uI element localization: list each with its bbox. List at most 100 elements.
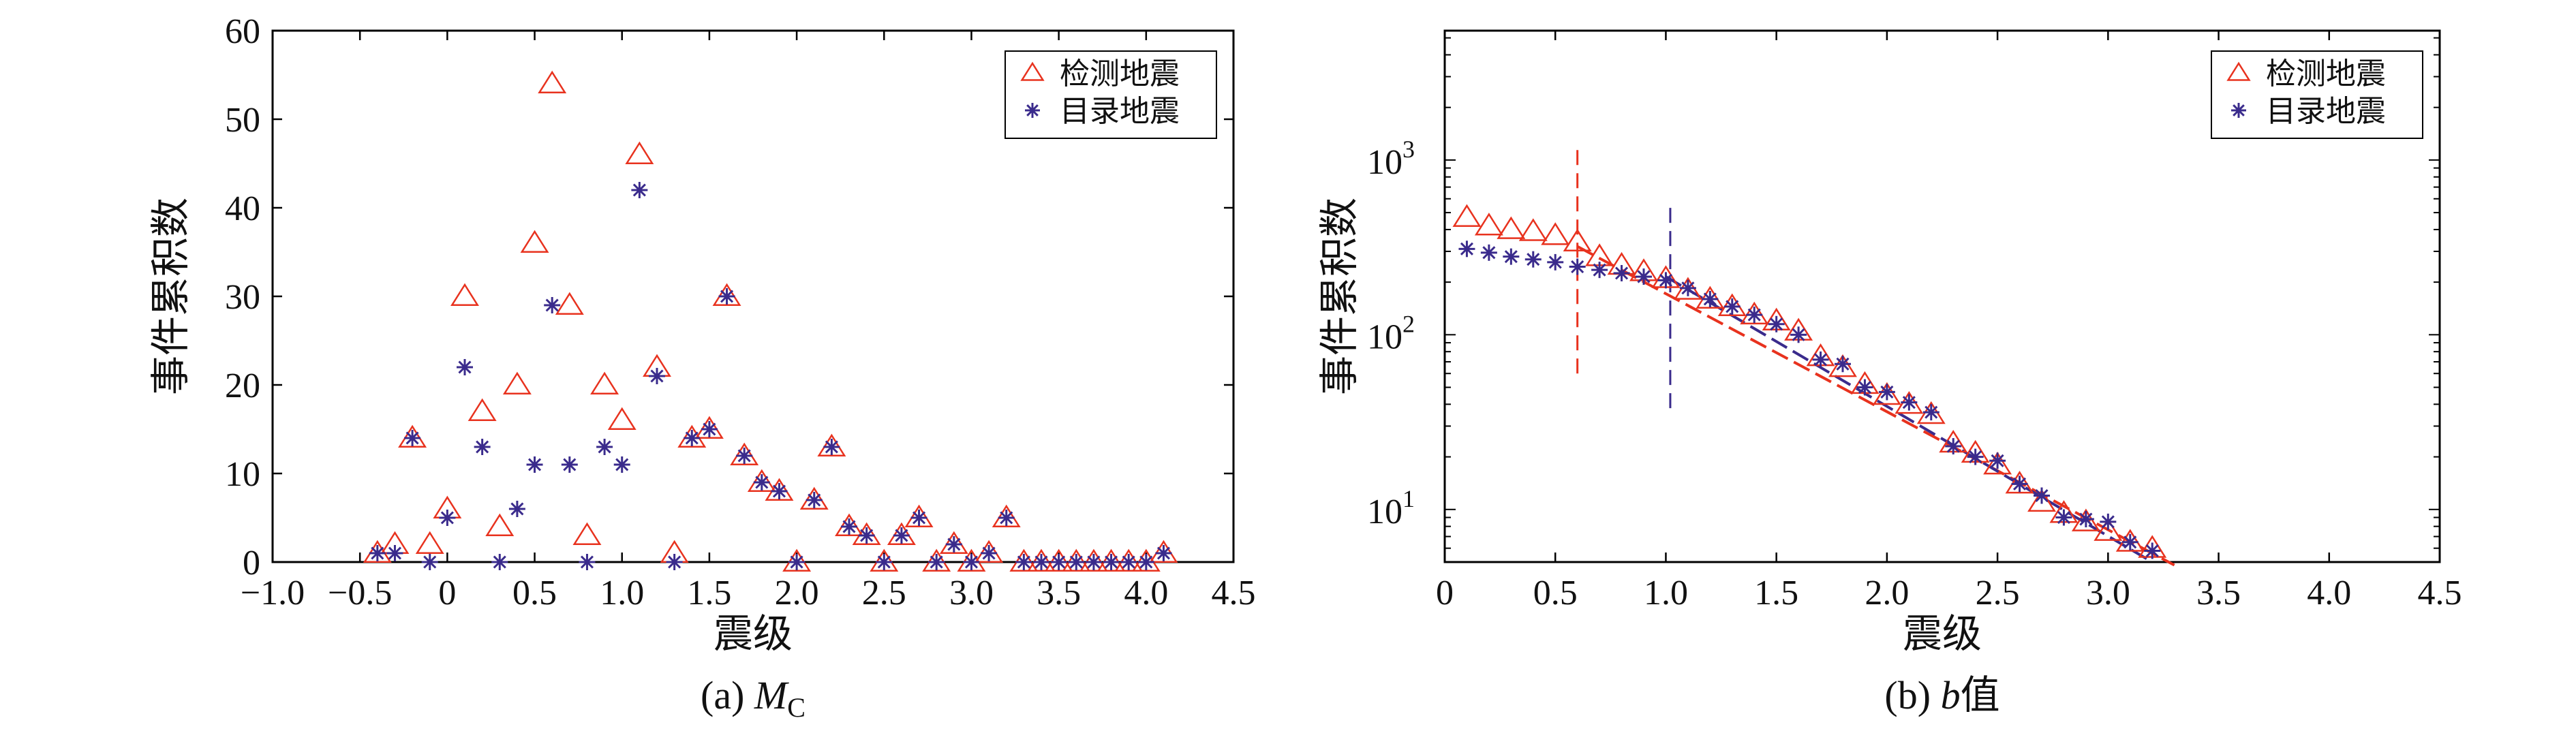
panel-b-catalog-point (1989, 452, 2006, 469)
panel-a-catalog-point (474, 439, 491, 455)
panel-a-detected-point (1062, 548, 1091, 572)
panel-a-caption-sub: C (787, 692, 806, 723)
panel-b-catalog-point (1967, 448, 1984, 465)
panel-a-catalog-point (981, 545, 998, 561)
panel-a-detected-point (852, 522, 881, 545)
panel-b-catalog-point (1636, 268, 1652, 285)
panel-a-ytick-label: 20 (225, 367, 260, 405)
panel-a-detected-point (747, 469, 776, 492)
panel-b-caption-suffix: 值 (1961, 673, 2000, 717)
panel-a-catalog-point (684, 430, 701, 446)
panel-b-legend-asterisk-icon (2231, 103, 2246, 118)
panel-b-xtick-label: 3.0 (2086, 574, 2130, 612)
panel-a-detected-point (1114, 548, 1144, 572)
panel-b-catalog-point (1812, 351, 1829, 368)
panel-a-legend-detected: 检测地震 (1060, 57, 1180, 91)
panel-a-xtick-label: −1.0 (241, 574, 305, 612)
panel-b-catalog-point (1901, 394, 1918, 411)
panel-a-catalog-point (439, 510, 456, 526)
panel-a-ytick-label: 0 (243, 544, 260, 582)
panel-a-detected-point (467, 398, 497, 421)
panel-b-detected-point (2071, 508, 2100, 531)
panel-b-catalog-point (1569, 258, 1586, 275)
panel-a-catalog-point (386, 545, 403, 561)
panel-b-ytick-exp: 3 (1402, 136, 1415, 163)
panel-a-catalog-point (736, 448, 753, 464)
panel-a-catalog-point (457, 359, 473, 375)
panel-b-ytick-label: 102 (1367, 310, 1415, 356)
panel-a-legend-asterisk (1025, 103, 1040, 118)
panel-b-catalog-point (2121, 533, 2138, 550)
panel-b-ytick-base: 10 (1367, 493, 1402, 531)
panel-b-catalog-point (1524, 251, 1542, 268)
panel-b-xtick-label: 0 (1436, 574, 1454, 612)
panel-a-detected-point (1027, 548, 1056, 572)
panel-a-detected-point (572, 522, 602, 545)
panel-b-detected-point (1452, 204, 1482, 227)
panel-a-catalog-point (963, 554, 980, 570)
panel-b-caption-var: b (1941, 673, 1961, 717)
panel-a-detected-point (730, 442, 759, 465)
panel-a-detected-point (694, 416, 724, 439)
panel-a-detected-point (485, 513, 515, 536)
panel-a-catalog-point (491, 554, 508, 570)
panel-a-detected-point (975, 540, 1004, 563)
panel-a-catalog-point (508, 501, 525, 517)
panel-a-catalog-point (928, 554, 945, 570)
panel-a-xtick-label: 4.0 (1124, 574, 1168, 612)
panel-a-detected-point (922, 548, 951, 572)
panel-a-xtick-label: 3.5 (1037, 574, 1081, 612)
panel-a-detected-point (590, 371, 619, 394)
panel-a-caption-var: M (754, 673, 789, 717)
panel-a-detected-point (520, 230, 549, 253)
panel-a-legend-triangle-icon (1020, 61, 1045, 81)
panel-a-catalog-point (1015, 554, 1032, 570)
panel-b-xtick-label: 1.5 (1754, 574, 1798, 612)
panel-b-legend-triangle-icon (2226, 61, 2251, 81)
panel-b-catalog-point (1702, 290, 1719, 307)
panel-a-xtick-label: 0 (438, 574, 456, 612)
panel-b-catalog-point (1657, 272, 1674, 289)
panel-a-legend: 检测地震 目录地震 (1005, 50, 1217, 139)
panel-a-catalog-point (910, 510, 927, 526)
panel-b-catalog-point (1790, 326, 1807, 343)
panel-b-xtick-label: 4.0 (2307, 574, 2351, 612)
panel-a-xtick-label: −0.5 (328, 574, 392, 612)
panel-b-catalog-point (2034, 487, 2050, 504)
panel-b-detected-point (2094, 518, 2123, 541)
panel-a-catalog-point (876, 554, 893, 570)
panel-b-catalog-point (1547, 253, 1564, 270)
panel-a-catalog-point (701, 421, 718, 437)
panel-a-caption-prefix: (a) (701, 673, 754, 717)
panel-a-catalog-point (561, 456, 578, 473)
panel-b-detected-point (2115, 529, 2145, 552)
panel-a-catalog-point (369, 545, 386, 561)
panel-b-catalog-point (1480, 244, 1497, 261)
panel-b-marks (1452, 204, 2167, 559)
panel-b-catalog-point (2055, 509, 2072, 526)
panel-b-ytick-base: 10 (1367, 317, 1402, 356)
panel-b-ytick-exp: 2 (1402, 310, 1415, 337)
panel-b-catalog-point (1613, 265, 1630, 282)
panel-a-detected-point (765, 478, 794, 501)
panel-a-detected-point (1044, 548, 1073, 572)
panel-a-detected-point (904, 504, 934, 527)
panel-b-catalog-point (2011, 476, 2028, 493)
panel-b-xtick-label: 2.5 (1976, 574, 2020, 612)
panel-a-legend-catalog: 目录地震 (1060, 94, 1180, 129)
panel-a-catalog-point (649, 368, 665, 384)
panel-a-ytick-label: 50 (225, 101, 260, 140)
panel-b-detected-point (1717, 293, 1747, 316)
panel-b-detected-point (1828, 354, 1857, 377)
panel-a-catalog-point (893, 527, 910, 544)
panel-a-catalog-point (666, 554, 683, 570)
panel-b-legend: 检测地震 目录地震 (2211, 50, 2423, 139)
panel-b-lines (1576, 149, 2175, 567)
panel-a-xlabel: 震级 (714, 610, 793, 657)
panel-b-ytick-label: 101 (1367, 485, 1415, 531)
panel-a-legend-triangle (1020, 61, 1045, 81)
panel-a-detected-point (782, 548, 812, 572)
panel-b-catalog-point (2077, 511, 2094, 528)
